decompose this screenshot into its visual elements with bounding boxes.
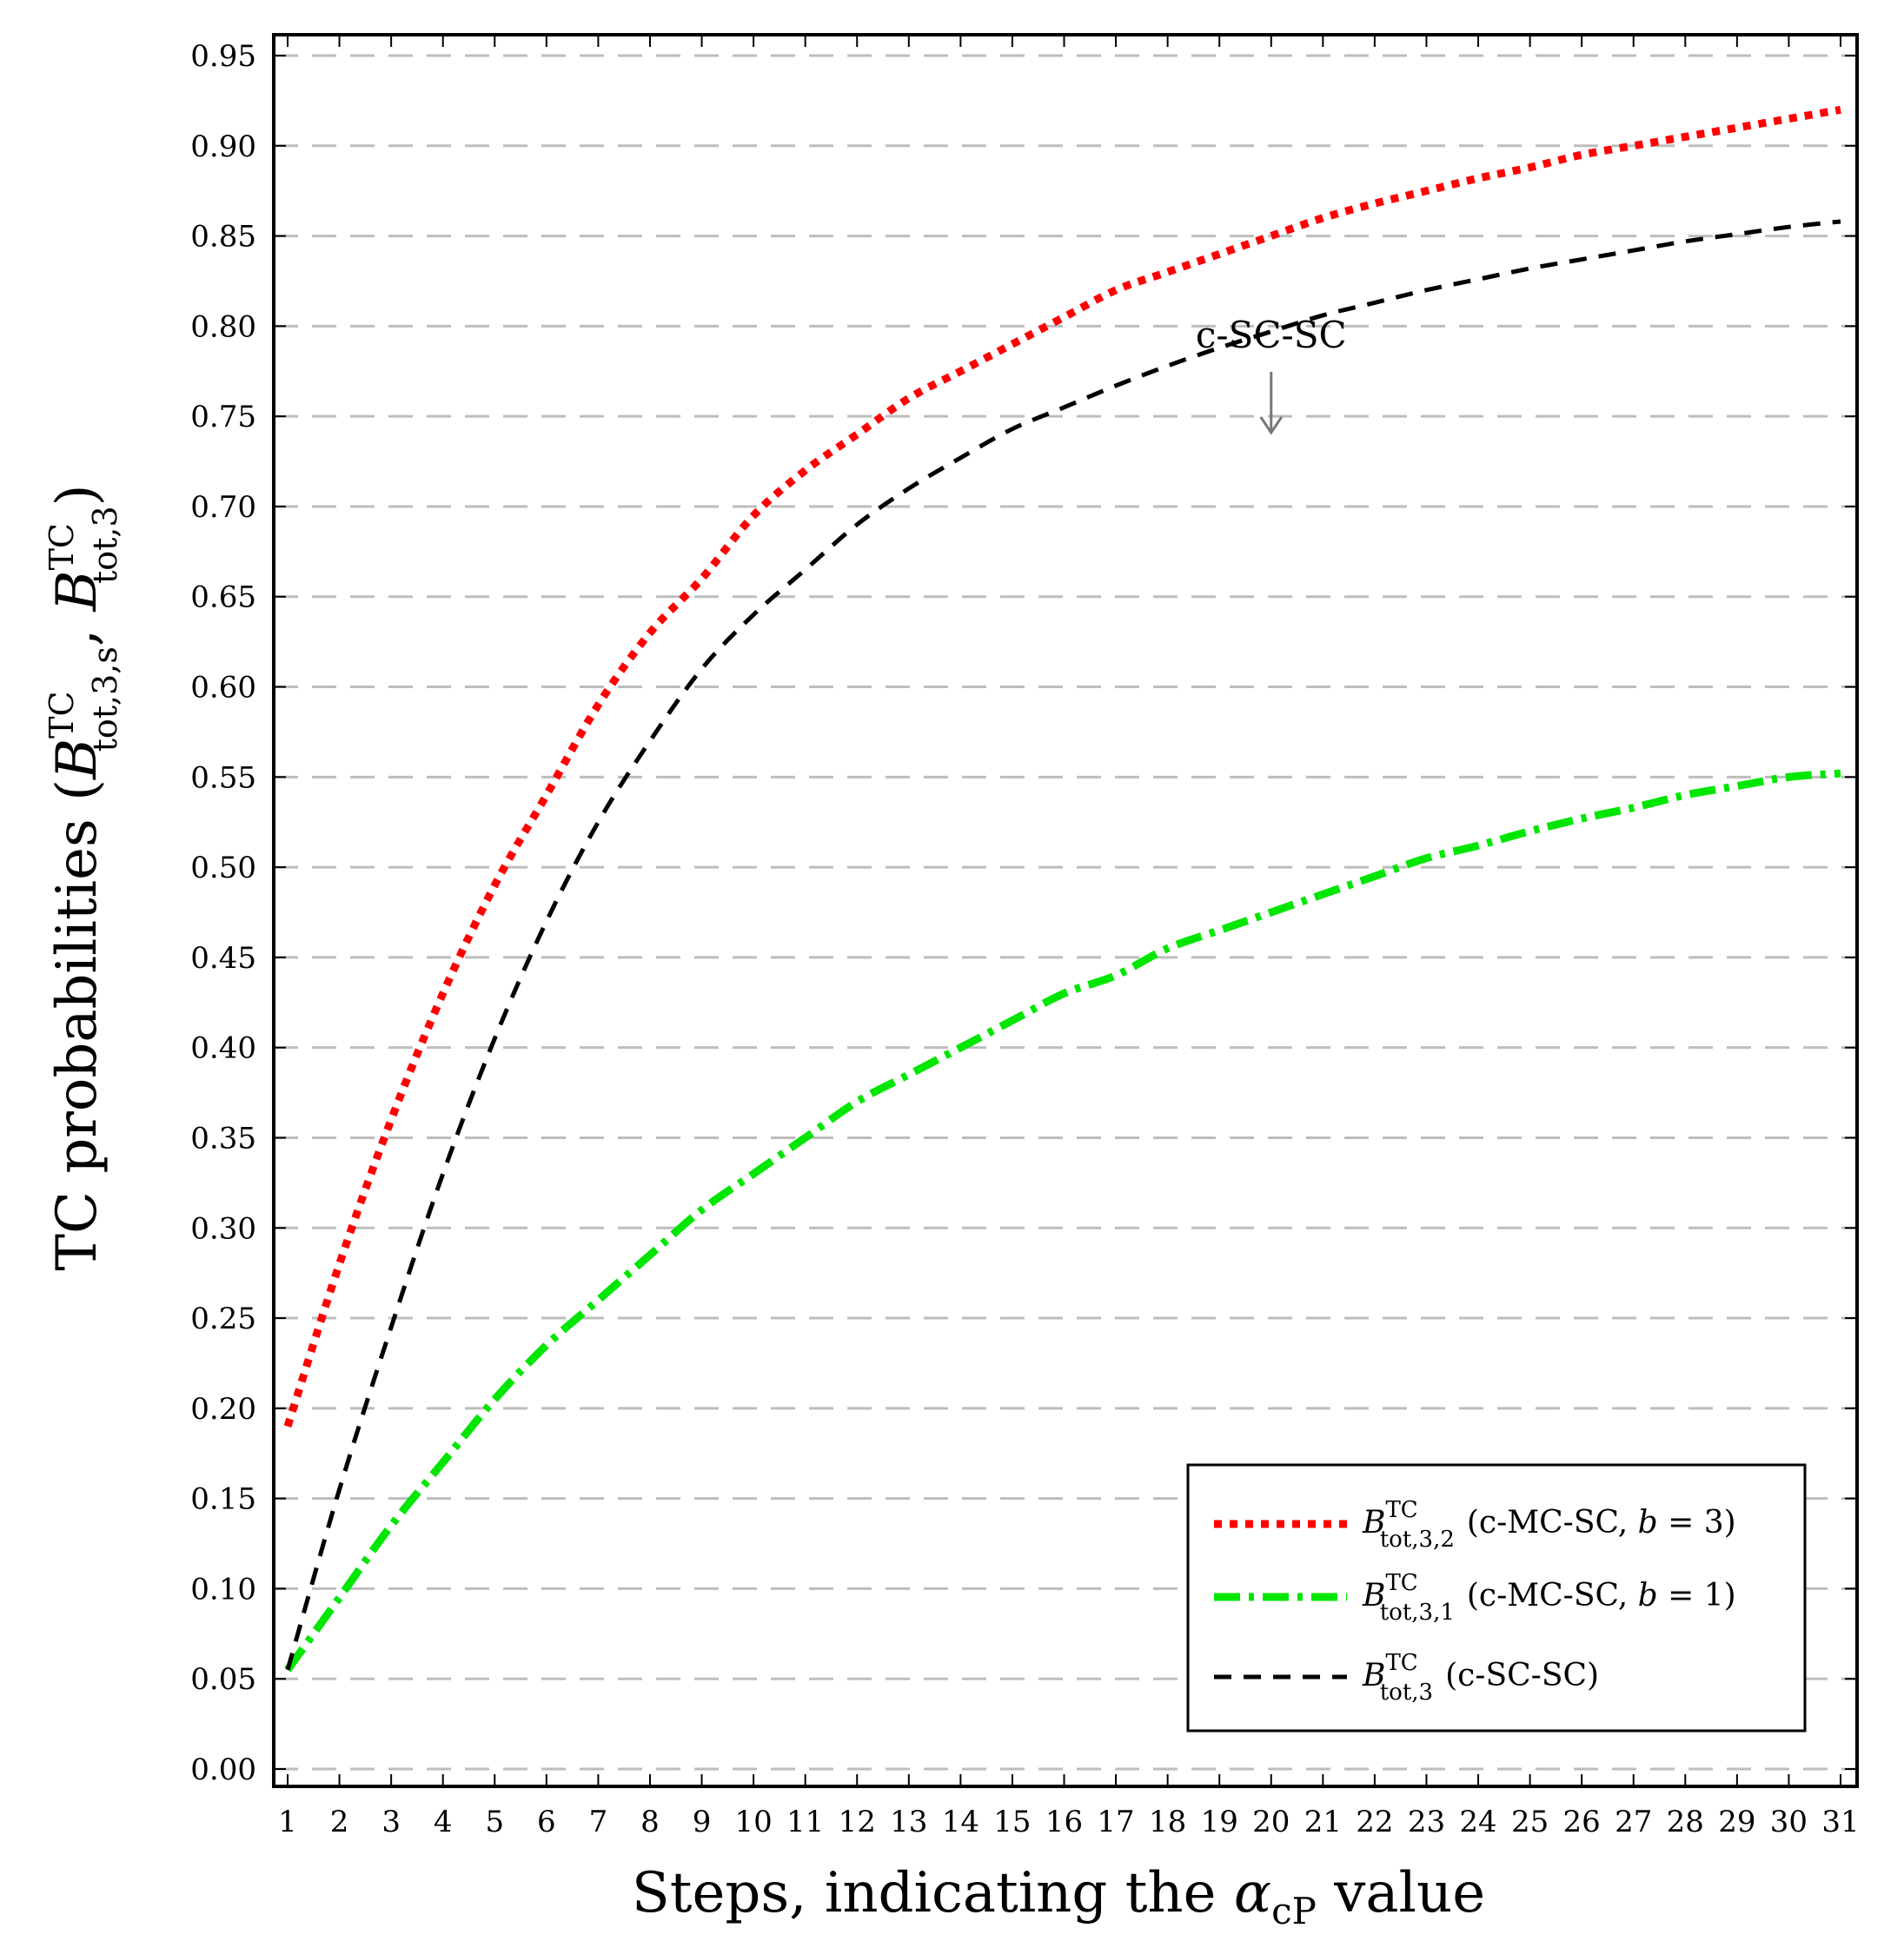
y-tick-label: 0.20	[190, 1392, 256, 1427]
x-tick-label: 22	[1356, 1805, 1393, 1839]
x-tick-label: 6	[537, 1805, 556, 1839]
x-tick-label: 9	[693, 1805, 712, 1839]
y-tick-label: 0.70	[190, 490, 256, 525]
x-axis-label: Steps, indicating the αcP value	[632, 1861, 1485, 1932]
x-tick-label: 25	[1511, 1805, 1549, 1839]
y-tick-label: 0.60	[190, 671, 256, 706]
y-tick-label: 0.30	[190, 1211, 256, 1246]
y-tick-label: 0.75	[190, 400, 256, 434]
x-tick-label: 29	[1718, 1805, 1755, 1839]
x-tick-label: 19	[1201, 1805, 1238, 1839]
x-tick-label: 7	[589, 1805, 608, 1839]
legend-entry-black: BTC tot,3 (c-SC-SC)	[1214, 1650, 1599, 1706]
y-tick-label: 0.80	[190, 309, 256, 344]
x-tick-label: 26	[1563, 1805, 1601, 1839]
annotation-label: c-SC-SC	[1196, 314, 1347, 356]
legend-entry-green: BTC tot,3,1 (c-MC-SC, b = 1)	[1214, 1570, 1736, 1626]
x-tick-label: 11	[786, 1805, 824, 1839]
y-tick-label: 0.40	[190, 1031, 256, 1066]
x-tick-label: 10	[734, 1805, 772, 1839]
labels-layer: 0.00 0.05 0.10 0.15 0.20 0.25 0.30 0.35 0.40 0.45…	[190, 39, 1859, 1839]
y-tick-label: 0.85	[190, 220, 256, 255]
annotation-c-sc-sc: c-SC-SC	[1196, 314, 1347, 435]
y-tick-label: 0.35	[190, 1121, 256, 1156]
y-tick-label: 0.00	[190, 1753, 256, 1787]
y-axis-label: TC probabilities (BTC tot,3,s, BTC tot,3)	[43, 484, 124, 1270]
x-tick-label: 24	[1459, 1805, 1496, 1839]
legend-label-red: BTC tot,3,2 (c-MC-SC, b = 3)	[1362, 1497, 1736, 1553]
x-tick-label: 21	[1304, 1805, 1342, 1839]
x-tick-label: 5	[485, 1805, 504, 1839]
y-tick-label: 0.95	[190, 39, 256, 74]
x-tick-label: 18	[1149, 1805, 1186, 1839]
x-tick-label: 28	[1667, 1805, 1704, 1839]
x-tick-label: 3	[381, 1805, 401, 1839]
x-tick-label: 8	[640, 1805, 660, 1839]
x-tick-label: 16	[1045, 1805, 1083, 1839]
y-tick-label: 0.25	[190, 1302, 256, 1336]
legend-box	[1186, 1463, 1807, 1733]
y-tick-label: 0.55	[190, 760, 256, 795]
legend-label-green: BTC tot,3,1 (c-MC-SC, b = 1)	[1362, 1570, 1736, 1626]
x-tick-label: 30	[1770, 1805, 1808, 1839]
y-tick-label: 0.05	[190, 1662, 256, 1697]
series-layer	[283, 105, 1841, 1673]
legend: BTC tot,3,2 (c-MC-SC, b = 3) BTC tot,3,1 (c-…	[1186, 1463, 1807, 1733]
x-tick-label: 2	[330, 1805, 349, 1839]
series-line-2	[285, 219, 1841, 1671]
plot-frame	[272, 33, 1859, 1788]
x-tick-label: 12	[839, 1805, 876, 1839]
x-tick-label: 4	[434, 1805, 453, 1839]
ticks-layer	[274, 35, 1857, 1786]
y-tick-label: 0.10	[190, 1572, 256, 1607]
x-tick-label: 23	[1408, 1805, 1445, 1839]
x-tick-label: 20	[1252, 1805, 1290, 1839]
x-tick-label: 15	[993, 1805, 1031, 1839]
x-tick-label: 13	[890, 1805, 927, 1839]
legend-entry-red: BTC tot,3,2 (c-MC-SC, b = 3)	[1214, 1497, 1736, 1553]
x-tick-label: 14	[942, 1805, 979, 1839]
annotation-arrowhead	[1259, 416, 1284, 435]
x-tick-label: 27	[1615, 1805, 1652, 1839]
y-tick-label: 0.45	[190, 941, 256, 976]
x-tick-label: 1	[278, 1805, 297, 1839]
y-tick-label: 0.15	[190, 1482, 256, 1517]
x-tick-label: 31	[1821, 1805, 1859, 1839]
y-tick-label: 0.65	[190, 580, 256, 615]
series-line-1	[284, 769, 1841, 1673]
y-tick-label: 0.50	[190, 851, 256, 885]
legend-label-black: BTC tot,3 (c-SC-SC)	[1362, 1650, 1599, 1706]
y-tick-label: 0.90	[190, 129, 256, 164]
x-tick-label: 17	[1097, 1805, 1134, 1839]
